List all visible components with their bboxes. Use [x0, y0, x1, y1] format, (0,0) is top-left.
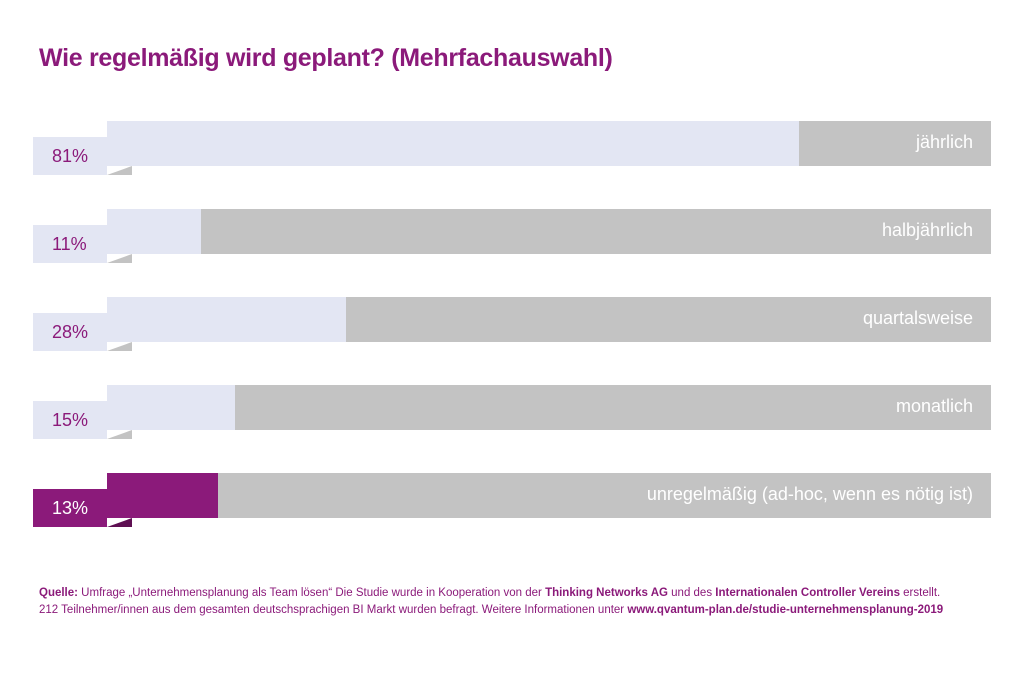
ribbon-fold: [107, 342, 132, 351]
category-label: unregelmäßig (ad-hoc, wenn es nötig ist): [646, 484, 973, 504]
value-label-box: [33, 313, 107, 351]
value-label-box: [33, 489, 107, 527]
bar-row: unregelmäßig (ad-hoc, wenn es nötig ist)…: [0, 473, 1024, 533]
category-label: jährlich: [915, 132, 973, 152]
bar-row: jährlich 81%: [0, 121, 1024, 181]
source-note: Quelle: Umfrage „Unternehmensplanung als…: [39, 585, 943, 619]
bar-track: [107, 385, 991, 430]
source-label: Quelle:: [39, 587, 78, 599]
ribbon-fold: [107, 518, 132, 527]
source-text: und des: [667, 587, 716, 599]
value-label-box: [33, 225, 107, 263]
bar-row: quartalsweise 28%: [0, 297, 1024, 357]
bar: [107, 209, 201, 254]
ribbon-fold: [107, 254, 132, 263]
bar: [107, 121, 799, 166]
bar: [107, 473, 219, 518]
bar-track: [107, 473, 991, 518]
category-label: monatlich: [895, 396, 973, 416]
bar-row: monatlich 15%: [0, 385, 1024, 445]
bar: [107, 297, 347, 342]
source-link[interactable]: www.qvantum-plan.de/studie-unternehmensp…: [627, 604, 944, 616]
source-text: erstellt.: [899, 587, 941, 599]
value-label: 13%: [52, 498, 89, 518]
source-text: Umfrage „Unternehmensplanung als Team lö…: [77, 587, 546, 599]
value-label: 15%: [52, 410, 89, 430]
ribbon-fold: [107, 430, 132, 439]
value-label: 28%: [52, 322, 89, 342]
bar-row: halbjährlich 11%: [0, 209, 1024, 269]
value-label-box: [33, 137, 107, 175]
category-label: halbjährlich: [881, 220, 973, 240]
source-org-1: Thinking Networks AG: [545, 587, 668, 599]
value-label: 11%: [52, 234, 87, 254]
source-org-2: Internationalen Controller Vereins: [715, 587, 900, 599]
value-label-box: [33, 401, 107, 439]
bar-track: [107, 209, 991, 254]
category-label: quartalsweise: [862, 308, 973, 328]
chart-title: Wie regelmäßig wird geplant? (Mehrfachau…: [39, 44, 613, 72]
bar: [107, 385, 236, 430]
ribbon-fold: [107, 166, 132, 175]
value-label: 81%: [52, 146, 89, 166]
source-text: 212 Teilnehmer/innen aus dem gesamten de…: [39, 604, 628, 616]
